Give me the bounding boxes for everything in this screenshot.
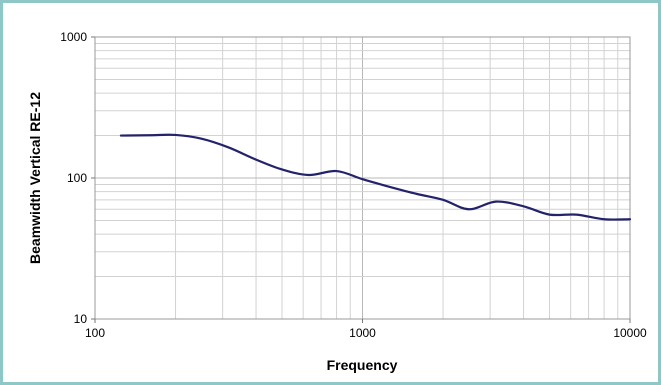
- y-axis-ticks: 10 100 1000: [60, 30, 95, 326]
- x-axis-title: Frequency: [327, 357, 398, 373]
- x-axis-ticks: 100 1000 10000: [85, 319, 647, 340]
- y-tick-label: 100: [67, 171, 87, 185]
- series-line: [119, 133, 632, 221]
- y-tick-label: 10: [74, 312, 88, 326]
- y-axis-title: Beamwidth Vertical RE-12: [27, 92, 43, 264]
- x-tick-label: 100: [85, 326, 105, 340]
- x-tick-label: 10000: [613, 326, 647, 340]
- x-tick-label: 1000: [349, 326, 376, 340]
- series-group: [119, 133, 632, 221]
- y-tick-label: 1000: [60, 30, 87, 44]
- grid: [94, 36, 631, 320]
